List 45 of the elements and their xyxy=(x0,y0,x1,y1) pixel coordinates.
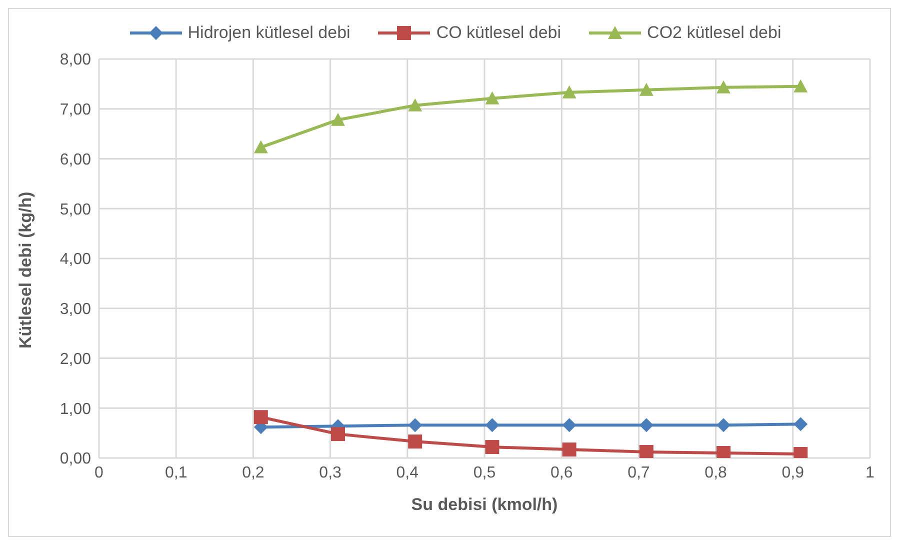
x-tick-label: 0,2 xyxy=(242,464,264,482)
y-tick-label: 4,00 xyxy=(60,251,92,268)
point xyxy=(716,418,731,432)
point xyxy=(331,427,346,442)
point xyxy=(254,140,268,154)
y-tick-label: 8,00 xyxy=(60,52,92,69)
legend-label: CO kütlesel debi xyxy=(436,23,562,43)
x-tick-label: 0 xyxy=(94,464,104,482)
y-tick-label: 6,00 xyxy=(60,151,92,168)
point xyxy=(331,112,346,126)
point xyxy=(485,418,500,432)
point xyxy=(254,410,268,424)
legend-label: Hidrojen kütlesel debi xyxy=(188,23,350,43)
x-tick-label: 0,8 xyxy=(704,464,728,482)
y-tick-label: 3,00 xyxy=(60,301,92,318)
x-tick-label: 0,4 xyxy=(396,464,419,482)
point xyxy=(408,434,422,449)
point xyxy=(639,82,654,96)
x-tick-label: 0,7 xyxy=(628,464,650,482)
y-tick-label: 5,00 xyxy=(60,201,92,218)
point xyxy=(485,440,500,454)
point xyxy=(562,85,576,98)
y-tick-label: 7,00 xyxy=(60,102,92,119)
point xyxy=(794,417,808,432)
y-axis-title: Kütlesel debi (kg/h) xyxy=(16,192,36,348)
x-tick-label: 0,1 xyxy=(164,464,188,482)
x-tick-label: 0,5 xyxy=(473,464,496,482)
y-tick-label: 2,00 xyxy=(60,350,92,368)
point xyxy=(639,445,654,458)
point xyxy=(716,80,731,94)
y-tick-label: 1,00 xyxy=(60,400,92,418)
point xyxy=(562,418,576,432)
point xyxy=(408,418,422,432)
x-tick-label: 1 xyxy=(866,464,875,482)
legend-label: CO2 kütlesel debi xyxy=(647,23,782,43)
x-tick-label: 0,6 xyxy=(550,464,573,482)
x-axis-title: Su debisi (kmol/h) xyxy=(411,495,558,514)
x-tick-label: 0,9 xyxy=(782,464,804,482)
point xyxy=(562,442,576,457)
y-tick-label: 0,00 xyxy=(60,450,92,468)
point xyxy=(408,98,422,112)
point xyxy=(794,79,808,92)
x-tick-label: 0,3 xyxy=(319,464,342,482)
point xyxy=(485,91,500,104)
point xyxy=(639,418,654,432)
